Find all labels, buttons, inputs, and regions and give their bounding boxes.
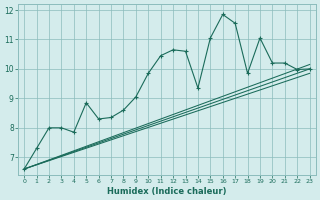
X-axis label: Humidex (Indice chaleur): Humidex (Indice chaleur) [107,187,227,196]
